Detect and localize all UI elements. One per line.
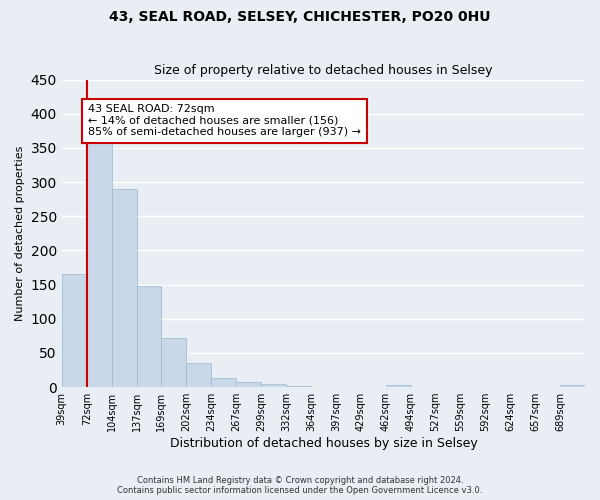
Title: Size of property relative to detached houses in Selsey: Size of property relative to detached ho… [154, 64, 493, 77]
Text: Contains HM Land Registry data © Crown copyright and database right 2024.
Contai: Contains HM Land Registry data © Crown c… [118, 476, 482, 495]
Bar [286, 386, 311, 387]
Y-axis label: Number of detached properties: Number of detached properties [15, 146, 25, 321]
Text: 43, SEAL ROAD, SELSEY, CHICHESTER, PO20 0HU: 43, SEAL ROAD, SELSEY, CHICHESTER, PO20 … [109, 10, 491, 24]
Bar [161, 338, 187, 387]
Bar [112, 189, 137, 387]
Bar [560, 385, 585, 387]
Bar [137, 286, 161, 387]
Bar [211, 378, 236, 387]
Bar [62, 274, 87, 387]
Bar [87, 131, 112, 387]
X-axis label: Distribution of detached houses by size in Selsey: Distribution of detached houses by size … [170, 437, 477, 450]
Text: 43 SEAL ROAD: 72sqm
← 14% of detached houses are smaller (156)
85% of semi-detac: 43 SEAL ROAD: 72sqm ← 14% of detached ho… [88, 104, 361, 138]
Bar [386, 385, 410, 387]
Bar [236, 382, 261, 387]
Bar [187, 363, 211, 387]
Bar [261, 384, 286, 387]
